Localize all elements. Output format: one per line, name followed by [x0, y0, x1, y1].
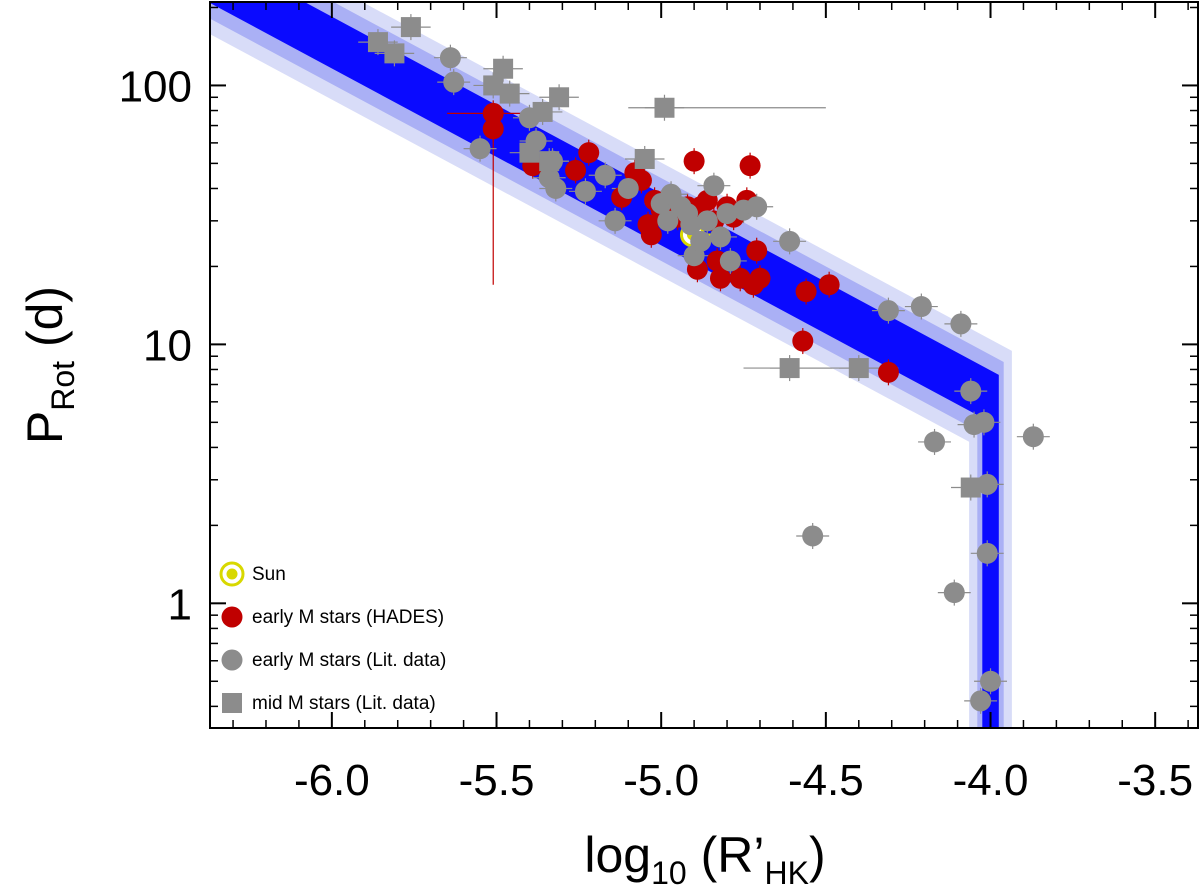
y-axis-title: PRot (d)	[17, 286, 81, 444]
lit-mid-m-square	[779, 358, 800, 379]
lit-early-m-point	[680, 214, 702, 236]
lit-mid-m-square	[483, 75, 504, 96]
lit-early-m-point	[696, 210, 718, 232]
lit-mid-m-square	[499, 83, 520, 104]
lit-early-m-point	[594, 164, 616, 186]
lit-mid-m-square	[539, 151, 560, 172]
lit-early-m-point	[976, 473, 998, 495]
legend-label: early M stars (Lit. data)	[252, 650, 446, 671]
lit-mid-m-square	[493, 58, 514, 79]
legend-sun-core	[226, 568, 238, 580]
hades-point	[640, 224, 662, 246]
lit-early-m-point	[574, 180, 596, 202]
x-tick-label: -3.5	[1117, 756, 1193, 805]
axis-ticks: -6.0 -5.5 -5.0 -4.5 -4.0 -3.5 1 10 100	[119, 2, 1198, 805]
legend-label: early M stars (HADES)	[252, 607, 444, 628]
legend-label: mid M stars (Lit. data)	[252, 693, 436, 714]
lit-early-m-point	[910, 296, 932, 318]
x-axis-title: log10 (R’HK)	[584, 827, 825, 885]
hades-point	[739, 155, 761, 177]
lit-early-m-point	[703, 175, 725, 197]
lit-early-m-point	[1022, 426, 1044, 448]
plot-frame	[209, 1, 1199, 729]
legend-lit-early-marker	[221, 649, 243, 671]
lit-early-m-point	[617, 177, 639, 199]
hades-point	[482, 118, 504, 140]
hades-point	[578, 142, 600, 164]
legend-hades-marker	[221, 606, 243, 628]
lit-mid-m-square	[848, 358, 869, 379]
y-tick-label: 1	[168, 580, 192, 629]
lit-early-m-point	[973, 411, 995, 433]
lit-early-m-point	[719, 250, 741, 272]
lit-early-m-point	[877, 300, 899, 322]
x-tick-label: -5.0	[623, 756, 699, 805]
lit-early-m-point	[970, 690, 992, 712]
lit-early-m-point	[469, 138, 491, 160]
lit-mid-m-square	[634, 148, 655, 169]
lit-early-m-point	[439, 47, 461, 69]
lit-mid-m-square	[532, 101, 553, 122]
hades-point	[877, 361, 899, 383]
x-tick-label: -4.5	[788, 756, 864, 805]
lit-early-m-point	[924, 431, 946, 453]
x-tick-label: -4.0	[953, 756, 1029, 805]
hades-point	[683, 150, 705, 172]
lit-early-m-point	[604, 210, 626, 232]
lit-early-m-point	[960, 380, 982, 402]
lit-early-m-point	[443, 71, 465, 93]
lit-mid-m-square	[367, 32, 388, 53]
hades-point	[709, 267, 731, 289]
lit-early-m-point	[690, 230, 712, 252]
lit-mid-m-square	[519, 142, 540, 163]
legend: Sun early M stars (HADES) early M stars (L…	[219, 561, 446, 714]
lit-early-m-point	[716, 203, 738, 225]
lit-early-m-point	[950, 313, 972, 335]
hades-point	[795, 281, 817, 303]
lit-early-m-point	[943, 582, 965, 604]
lit-mid-m-square	[654, 97, 675, 118]
lit-early-m-point	[802, 525, 824, 547]
legend-lit-mid-marker	[222, 693, 242, 713]
hades-point	[565, 159, 587, 181]
lit-mid-m-square	[384, 43, 405, 64]
lit-early-m-point	[545, 177, 567, 199]
lit-early-m-point	[980, 670, 1002, 692]
lit-early-m-point	[976, 542, 998, 564]
y-tick-label: 10	[143, 321, 192, 370]
hades-point	[749, 267, 771, 289]
lit-early-m-point	[709, 226, 731, 248]
data-points	[367, 17, 1044, 712]
y-tick-label: 100	[119, 62, 192, 111]
lit-early-m-point	[657, 210, 679, 232]
lit-early-m-point	[779, 230, 801, 252]
lit-mid-m-square	[400, 17, 421, 38]
lit-mid-m-square	[960, 477, 981, 498]
x-tick-label: -6.0	[294, 756, 370, 805]
legend-label: Sun	[252, 564, 286, 585]
hades-point	[482, 102, 504, 124]
hades-point	[818, 274, 840, 296]
hades-point	[746, 240, 768, 262]
hades-point	[792, 330, 814, 352]
lit-early-m-point	[746, 196, 768, 218]
lit-mid-m-square	[549, 87, 570, 108]
x-tick-label: -5.5	[459, 756, 535, 805]
